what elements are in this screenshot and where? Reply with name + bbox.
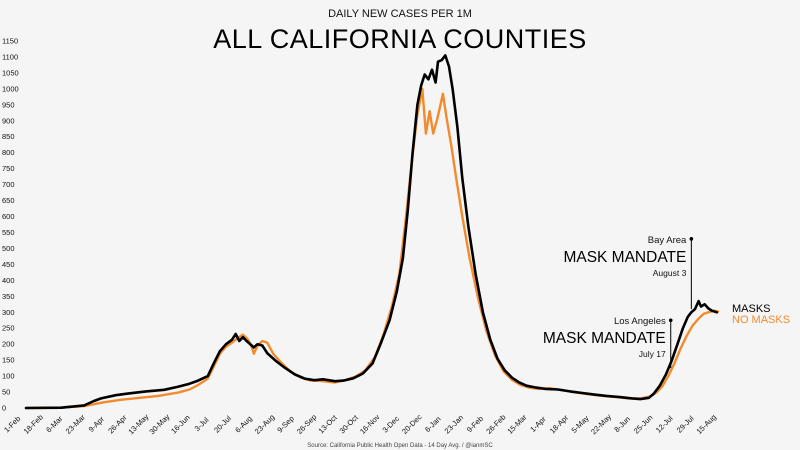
x-tick-label: 6-Aug [233,414,254,435]
series-line-masks [24,54,719,410]
x-tick-label: 26-Sep [295,412,318,435]
y-tick-label: 700 [2,180,15,189]
legend-no-masks: NO MASKS [732,314,790,326]
x-tick-label: 6-Jan [423,414,443,434]
annotation-date-bay-area: August 3 [653,268,687,278]
x-tick-label: 20-Jul [212,414,233,435]
y-tick-label: 300 [2,308,15,317]
y-tick-label: 450 [2,260,15,269]
x-tick-label: 15-Aug [694,412,717,435]
chart-title: ALL CALIFORNIA COUNTIES [213,24,587,54]
x-tick-label: 30-May [147,412,171,436]
x-tick-label: 9-Apr [87,414,107,434]
y-tick-label: 950 [2,100,15,109]
x-axis-ticks: 1-Feb 18-Feb 6-Mar 23-Mar 9-Apr 26-Apr13-May3… [2,412,718,436]
x-tick-label: 3-Jul [193,415,211,433]
y-tick-label: 400 [2,276,15,285]
x-tick-label: 5-May [569,414,590,435]
y-tick-label: 200 [2,340,15,349]
x-tick-label: 23-Mar [64,412,88,436]
annotation-dot-los-angeles [668,318,673,323]
y-tick-label: 1100 [2,52,18,61]
x-tick-label: 20-Dec [400,412,424,436]
y-tick-label: 150 [2,356,15,365]
source-note: Source: California Public Health Open Da… [307,443,493,449]
y-tick-label: 250 [2,324,15,333]
y-tick-label: 850 [2,132,15,141]
x-tick-label: 15-Mar [505,412,529,436]
x-tick-label: 18-Feb [22,413,45,436]
y-tick-label: 800 [2,148,15,157]
annotation-dot-bay-area [689,237,694,241]
legend-masks: MASKS [732,303,771,315]
x-tick-label: 26-Apr [106,413,129,436]
y-tick-label: 100 [2,372,15,381]
x-tick-label: 23-Aug [253,412,276,435]
y-tick-label: 750 [2,164,15,173]
y-tick-label: 0 [2,404,6,413]
x-tick-label: 3-Dec [381,414,402,435]
y-tick-label: 600 [2,212,15,221]
y-tick-label: 350 [2,292,15,301]
x-tick-label: 16-Nov [358,412,382,436]
y-tick-label: 1050 [2,68,19,77]
x-tick-label: 1-Apr [528,414,548,434]
y-axis-ticks: 0 50 100 150 200 250 300 350 400 450 500 550 600 650 7… [2,37,19,413]
annotation-label-bay-area: MASK MANDATE [563,249,686,266]
x-tick-label: 25-Jun [632,413,655,436]
y-tick-label: 1150 [2,37,18,46]
y-tick-label: 1000 [2,84,19,93]
x-tick-label: 6-Mar [44,414,65,435]
annotation-location-bay-area: Bay Area [648,235,687,246]
x-tick-label: 9-Sep [275,414,296,435]
x-tick-label: 18-Apr [548,413,571,436]
y-tick-label: 50 [2,388,10,397]
x-tick-label: 13-Oct [317,412,340,435]
x-tick-label: 16-Jun [169,413,192,436]
x-tick-label: 12-Jul [654,414,675,435]
x-tick-label: 22-May [589,412,613,436]
annotation-location-los-angeles: Los Angeles [614,316,666,327]
y-tick-label: 500 [2,244,15,253]
x-tick-label: 26-Feb [484,413,507,436]
x-tick-label: 23-Jan [443,413,466,436]
x-tick-label: 8-Jun [612,414,632,434]
annotation-date-los-angeles: July 17 [639,349,666,359]
chart-subtitle: DAILY NEW CASES PER 1M [328,8,472,20]
annotation-label-los-angeles: MASK MANDATE [543,330,666,347]
x-tick-label: 29-Jul [675,414,696,435]
x-tick-label: 30-Oct [338,412,361,435]
y-tick-label: 650 [2,196,15,205]
x-tick-label: 13-May [126,412,150,436]
series-layer [24,54,720,410]
x-tick-label: 1-Feb [2,414,22,434]
y-tick-label: 550 [2,228,15,237]
annotations-layer: Bay Area MASK MANDATE August 3 Los Angeles M… [543,235,694,369]
x-tick-label: 9-Feb [465,414,485,434]
y-tick-label: 900 [2,116,15,125]
